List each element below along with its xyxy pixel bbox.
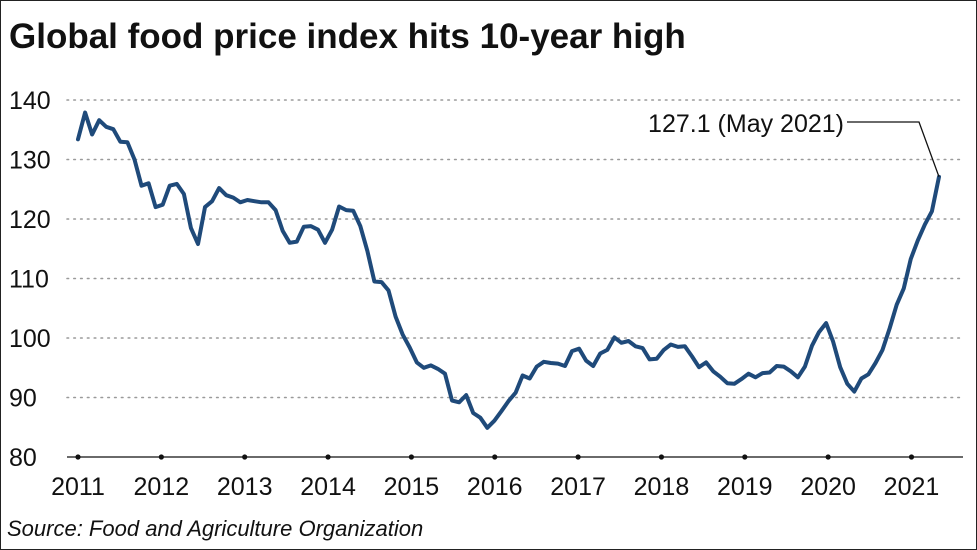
gridlines [66, 99, 964, 399]
chart-title: Global food price index hits 10-year hig… [9, 17, 686, 56]
x-tick-2017 [575, 454, 581, 460]
x-tick-label-2017: 2017 [550, 473, 606, 501]
x-axis [67, 454, 963, 460]
source-note: Source: Food and Agriculture Organizatio… [7, 516, 424, 541]
y-tick-label-100: 100 [9, 325, 51, 353]
x-tick-2021 [908, 454, 915, 460]
x-tick-2018 [658, 454, 665, 460]
y-tick-label-90: 90 [9, 385, 37, 413]
x-tick-label-2014: 2014 [300, 473, 356, 501]
x-tick-2019 [742, 454, 748, 460]
annotation-label: 127.1 (May 2021) [648, 110, 844, 138]
y-axis-tick-labels: 80 90 100 110 120 130 140 [9, 87, 51, 472]
x-tick-2020 [825, 454, 831, 460]
x-tick-label-2021: 2021 [884, 473, 940, 501]
series-line-food-price-index [76, 110, 941, 430]
x-tick-label-2016: 2016 [467, 473, 523, 501]
x-tick-2011 [75, 454, 81, 460]
y-tick-label-130: 130 [9, 147, 51, 175]
x-tick-2013 [242, 454, 248, 460]
y-tick-label-80: 80 [9, 444, 37, 472]
x-tick-label-2020: 2020 [800, 473, 856, 501]
x-tick-2014 [325, 454, 331, 460]
x-tick-label-2011: 2011 [51, 473, 105, 501]
annotation-leader-line [847, 121, 940, 178]
y-tick-label-120: 120 [9, 206, 51, 234]
x-axis-tick-labels: 2011 2012 2013 2014 2015 2016 2017 2018 2019 2020… [51, 473, 939, 501]
annotation: 127.1 (May 2021) [648, 110, 940, 178]
x-tick-label-2018: 2018 [634, 473, 690, 501]
x-tick-2012 [158, 454, 164, 460]
x-tick-2015 [408, 454, 414, 460]
y-tick-label-140: 140 [9, 87, 51, 115]
x-tick-2016 [492, 454, 498, 460]
x-tick-label-2013: 2013 [217, 473, 273, 501]
series-layer [76, 110, 941, 430]
x-tick-label-2019: 2019 [717, 473, 773, 501]
y-tick-label-110: 110 [9, 266, 49, 294]
x-tick-label-2012: 2012 [134, 473, 190, 501]
x-tick-label-2015: 2015 [384, 473, 440, 501]
